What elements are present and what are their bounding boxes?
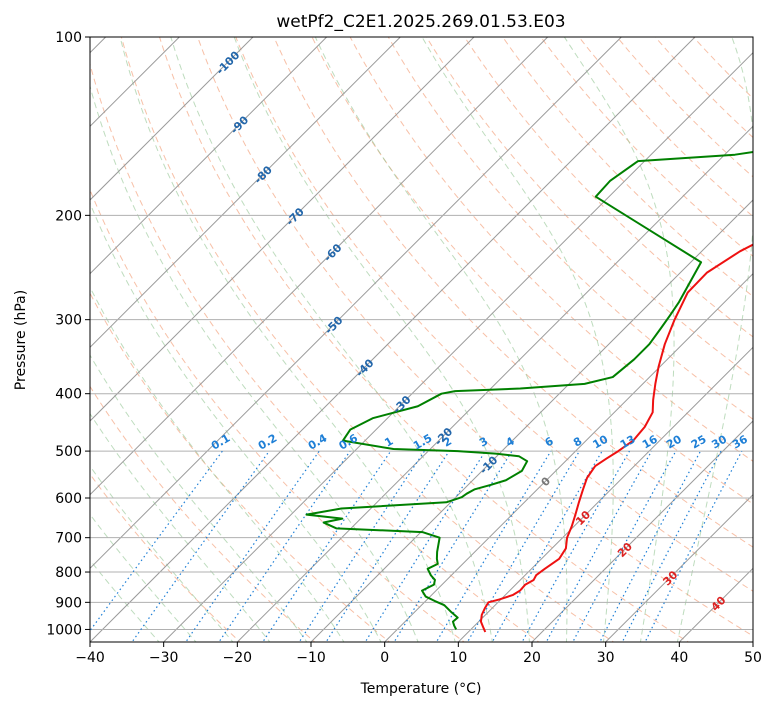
mixing-ratio-line bbox=[435, 450, 552, 642]
dry-adiabat-line bbox=[311, 37, 753, 505]
moist-adiabat-line bbox=[90, 84, 419, 642]
moist-adiabat-line bbox=[90, 201, 382, 642]
x-tick-label: 10 bbox=[449, 650, 467, 666]
isotherm-line bbox=[90, 37, 475, 422]
y-tick-label: 1000 bbox=[46, 622, 82, 638]
dry-adiabat-line bbox=[425, 37, 753, 379]
y-tick-label: 800 bbox=[55, 565, 82, 581]
mixing-ratio-line bbox=[90, 450, 223, 632]
x-tick-label: −20 bbox=[223, 650, 253, 666]
x-tick-label: 20 bbox=[523, 650, 541, 666]
dry-adiabat-line bbox=[387, 37, 753, 420]
isotherm-line bbox=[163, 51, 753, 642]
isotherm-line bbox=[457, 346, 753, 642]
mixing-ratio-line bbox=[393, 450, 513, 642]
isotherm-line bbox=[531, 420, 753, 642]
isotherm-line bbox=[310, 199, 753, 642]
y-tick-label: 300 bbox=[55, 313, 82, 329]
dry-adiabat-line bbox=[273, 37, 753, 548]
mixing-ratio-line bbox=[466, 450, 580, 642]
y-tick-label: 700 bbox=[55, 531, 82, 547]
isotherm-line bbox=[90, 37, 549, 496]
y-tick-label: 900 bbox=[55, 595, 82, 611]
mixing-ratio-line bbox=[644, 450, 743, 642]
x-tick-label: 30 bbox=[597, 650, 615, 666]
dry-adiabat-line bbox=[349, 37, 753, 462]
y-axis-ticks: 100 200 300 400 500 600 700 800 900 1000 bbox=[46, 30, 90, 638]
mixing-ratio-line bbox=[218, 450, 351, 642]
y-tick-label: 100 bbox=[55, 30, 82, 46]
mixing-ratio-line bbox=[298, 450, 425, 642]
dry-adiabat-line bbox=[502, 37, 753, 298]
isotherm-line bbox=[236, 125, 753, 642]
dewpoint-profile-line bbox=[305, 151, 753, 630]
chart-title: wetPf2_C2E1.2025.269.01.53.E03 bbox=[276, 12, 565, 32]
isotherm-line bbox=[384, 272, 753, 642]
x-tick-label: −40 bbox=[75, 650, 105, 666]
dry-adiabat-line bbox=[463, 37, 753, 338]
y-tick-label: 600 bbox=[55, 491, 82, 507]
x-tick-label: 0 bbox=[380, 650, 389, 666]
y-tick-label: 200 bbox=[55, 208, 82, 224]
temperature-profile-line bbox=[479, 243, 753, 633]
pressure-grid bbox=[90, 37, 753, 630]
sounding-series bbox=[305, 151, 753, 633]
y-axis-title: Pressure (hPa) bbox=[13, 290, 29, 390]
isotherm-line bbox=[605, 493, 753, 642]
mixing-ratio-line bbox=[325, 450, 450, 642]
x-tick-label: −30 bbox=[149, 650, 179, 666]
isotherm-line bbox=[90, 37, 328, 275]
skewed-isotherms bbox=[90, 37, 753, 642]
y-tick-label: 400 bbox=[55, 387, 82, 403]
mixing-ratio-lines bbox=[90, 450, 743, 642]
dry-adiabat-line bbox=[235, 37, 753, 592]
isotherm-line bbox=[90, 37, 401, 349]
x-axis-title: Temperature (°C) bbox=[360, 681, 482, 697]
mixing-ratio-line bbox=[364, 450, 486, 642]
mixing-ratio-line bbox=[262, 450, 392, 642]
x-tick-label: 40 bbox=[670, 650, 688, 666]
isotherm-line bbox=[90, 37, 696, 642]
isotherm-line bbox=[90, 37, 622, 570]
x-tick-label: 50 bbox=[744, 650, 762, 666]
mixing-ratio-line bbox=[521, 450, 631, 642]
x-axis-ticks: −40 −30 −20 −10 0 10 20 30 40 50 bbox=[75, 642, 762, 666]
x-tick-label: −10 bbox=[296, 650, 326, 666]
mixing-ratio-line bbox=[621, 450, 722, 642]
plot-frame bbox=[89, 36, 754, 643]
dry-adiabat-line bbox=[197, 37, 753, 637]
y-tick-label: 500 bbox=[55, 444, 82, 460]
mixing-ratio-line bbox=[491, 450, 603, 642]
isotherm-line bbox=[90, 37, 254, 201]
